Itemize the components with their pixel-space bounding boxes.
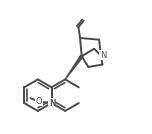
Text: O: O: [36, 97, 42, 106]
Text: O: O: [36, 97, 42, 106]
Text: N: N: [100, 51, 106, 60]
Polygon shape: [65, 55, 83, 79]
Text: N: N: [49, 98, 55, 108]
Text: N: N: [49, 98, 55, 108]
Text: N: N: [100, 51, 106, 60]
Text: N: N: [49, 98, 55, 108]
